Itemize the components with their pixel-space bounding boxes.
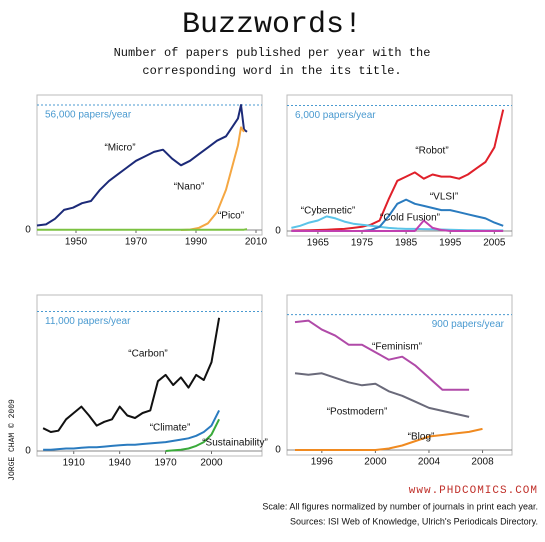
panel-frame xyxy=(36,94,263,236)
series-label: “Feminism” xyxy=(372,342,422,353)
panel-frame xyxy=(286,294,513,456)
series-line xyxy=(43,409,220,451)
panel-frame xyxy=(36,294,263,457)
series-label: “Robot” xyxy=(415,146,448,157)
x-tick-label: 1970 xyxy=(154,458,177,469)
series-line xyxy=(291,109,505,232)
series-label: “VLSI” xyxy=(430,192,458,203)
website: www.PHDCOMICS.COM xyxy=(409,485,538,497)
series-label: “Cold Fusion” xyxy=(380,213,440,224)
x-tick-label: 2005 xyxy=(483,238,506,249)
x-tick-label: 1990 xyxy=(185,237,208,248)
note: Sources: ISI Web of Knowledge, Ulrich's … xyxy=(290,516,538,526)
x-tick-label: 2008 xyxy=(471,457,494,468)
subtitle: corresponding word in the its title. xyxy=(142,64,401,78)
x-tick-label: 1985 xyxy=(395,238,418,249)
series-line xyxy=(294,319,470,391)
panel-frame xyxy=(286,94,513,237)
reference-label: 6,000 papers/year xyxy=(295,110,376,121)
note: Scale: All figures normalized by number … xyxy=(262,501,538,511)
x-tick-label: 1940 xyxy=(109,458,132,469)
series-line xyxy=(295,427,483,451)
subtitle: Number of papers published per year with… xyxy=(114,46,431,60)
series-label: “Blog” xyxy=(408,432,435,443)
series-label: “Sustainability” xyxy=(202,438,268,449)
series-label: “Nano” xyxy=(174,182,205,193)
series-line xyxy=(37,228,248,231)
series-label: “Climate” xyxy=(150,423,191,434)
series-label: “Pico” xyxy=(218,211,244,222)
series-line xyxy=(294,372,470,418)
series-label: “Carbon” xyxy=(128,349,167,360)
x-tick-label: 1965 xyxy=(307,238,330,249)
reference-label: 900 papers/year xyxy=(432,319,505,330)
x-tick-label: 1975 xyxy=(351,238,374,249)
x-tick-label: 2010 xyxy=(245,237,268,248)
title: Buzzwords! xyxy=(182,8,362,42)
y-tick-label: 0 xyxy=(25,225,31,236)
x-tick-label: 1910 xyxy=(63,458,86,469)
x-tick-label: 1970 xyxy=(125,237,148,248)
reference-label: 11,000 papers/year xyxy=(45,316,131,327)
y-tick-label: 0 xyxy=(25,446,31,457)
x-tick-label: 1996 xyxy=(311,457,334,468)
x-tick-label: 2000 xyxy=(200,458,223,469)
x-tick-label: 2004 xyxy=(418,457,441,468)
x-tick-label: 1950 xyxy=(65,237,88,248)
series-line xyxy=(165,418,220,452)
series-label: “Cybernetic” xyxy=(301,206,355,217)
x-tick-label: 2000 xyxy=(364,457,387,468)
series-label: “Postmodern” xyxy=(327,407,388,418)
reference-label: 56,000 papers/year xyxy=(45,110,132,121)
y-tick-label: 0 xyxy=(275,226,281,237)
series-line xyxy=(291,219,504,232)
x-tick-label: 1995 xyxy=(439,238,462,249)
series-label: “Micro” xyxy=(104,143,135,154)
credit: JORGE CHAM © 2009 xyxy=(8,399,17,481)
y-tick-label: 0 xyxy=(275,445,281,456)
series-line xyxy=(36,104,248,227)
series-line xyxy=(42,317,221,433)
